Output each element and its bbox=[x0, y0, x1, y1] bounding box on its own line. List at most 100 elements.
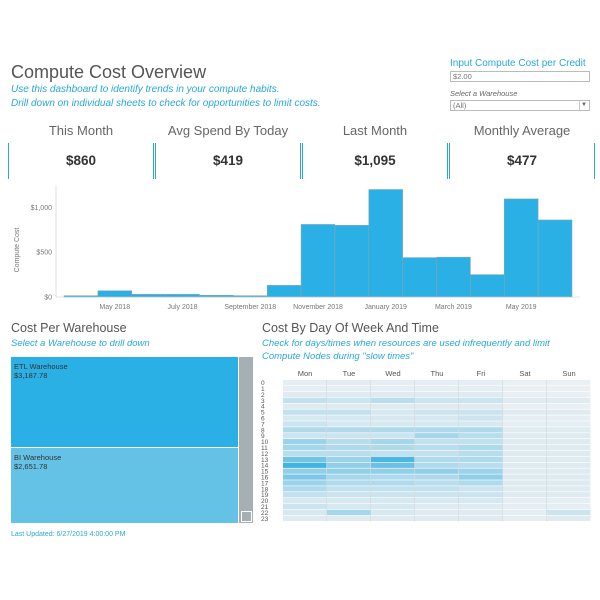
heatmap-cell[interactable] bbox=[371, 391, 415, 398]
heatmap-cell[interactable] bbox=[503, 480, 547, 486]
heatmap-cell[interactable] bbox=[547, 444, 591, 451]
heatmap-cell[interactable] bbox=[327, 433, 371, 439]
heatmap-cell[interactable] bbox=[283, 462, 327, 468]
heatmap-cell[interactable] bbox=[327, 486, 371, 492]
heatmap-cell[interactable] bbox=[415, 462, 459, 468]
chart-bar[interactable] bbox=[402, 257, 437, 298]
heatmap-cell[interactable] bbox=[459, 385, 503, 392]
heatmap-cell[interactable] bbox=[547, 380, 591, 386]
chart-bar[interactable] bbox=[504, 198, 539, 298]
heatmap-cell[interactable] bbox=[283, 403, 327, 409]
heatmap-cell[interactable] bbox=[503, 486, 547, 492]
heatmap-cell[interactable] bbox=[371, 444, 415, 451]
heatmap-cell[interactable] bbox=[503, 421, 547, 427]
heatmap-cell[interactable] bbox=[283, 468, 327, 474]
heatmap-cell[interactable] bbox=[415, 415, 459, 421]
heatmap-cell[interactable] bbox=[371, 433, 415, 439]
heatmap-cell[interactable] bbox=[327, 385, 371, 392]
heatmap-cell[interactable] bbox=[371, 385, 415, 392]
heatmap-cell[interactable] bbox=[415, 503, 459, 510]
heatmap-cell[interactable] bbox=[459, 380, 503, 386]
heatmap-cell[interactable] bbox=[371, 380, 415, 386]
heatmap-cell[interactable] bbox=[327, 427, 371, 433]
heatmap-cell[interactable] bbox=[415, 391, 459, 398]
heatmap-cell[interactable] bbox=[415, 421, 459, 427]
heatmap-cell[interactable] bbox=[503, 515, 547, 521]
chart-bar[interactable] bbox=[436, 256, 471, 298]
heatmap-cell[interactable] bbox=[503, 397, 547, 403]
heatmap-cell[interactable] bbox=[503, 462, 547, 468]
heatmap-cell[interactable] bbox=[283, 385, 327, 392]
heatmap-cell[interactable] bbox=[371, 456, 415, 462]
heatmap-cell[interactable] bbox=[547, 486, 591, 492]
heatmap-cell[interactable] bbox=[283, 509, 327, 516]
heatmap-cell[interactable] bbox=[327, 403, 371, 409]
chart-bar[interactable] bbox=[165, 294, 200, 298]
heatmap-cell[interactable] bbox=[503, 444, 547, 451]
heatmap-cell[interactable] bbox=[459, 427, 503, 433]
heatmap-cell[interactable] bbox=[459, 439, 503, 445]
heatmap-cell[interactable] bbox=[283, 439, 327, 445]
heatmap-cell[interactable] bbox=[327, 380, 371, 386]
heatmap-cell[interactable] bbox=[415, 515, 459, 521]
heatmap-cell[interactable] bbox=[371, 492, 415, 498]
heatmap-cell[interactable] bbox=[459, 456, 503, 462]
heatmap-cell[interactable] bbox=[327, 391, 371, 398]
heatmap-cell[interactable] bbox=[283, 503, 327, 510]
heatmap-cell[interactable] bbox=[371, 474, 415, 480]
heatmap-cell[interactable] bbox=[371, 427, 415, 433]
heatmap-cell[interactable] bbox=[283, 427, 327, 433]
monthly-cost-chart[interactable]: Compute Cost $1,000 $500 $0 May 2018 July 2… bbox=[8, 185, 592, 315]
heatmap-cell[interactable] bbox=[415, 380, 459, 386]
heatmap-cell[interactable] bbox=[327, 456, 371, 462]
heatmap-cell[interactable] bbox=[547, 474, 591, 480]
heatmap-cell[interactable] bbox=[459, 515, 503, 521]
heatmap-cell[interactable] bbox=[459, 403, 503, 409]
heatmap-cell[interactable] bbox=[415, 403, 459, 409]
heatmap-cell[interactable] bbox=[327, 462, 371, 468]
heatmap-cell[interactable] bbox=[283, 415, 327, 421]
heatmap-cell[interactable] bbox=[503, 409, 547, 415]
kpi-card-this-month[interactable]: $860 bbox=[8, 143, 154, 179]
heatmap-cell[interactable] bbox=[327, 480, 371, 486]
heatmap-cell[interactable] bbox=[283, 498, 327, 504]
heatmap-cell[interactable] bbox=[371, 439, 415, 445]
heatmap-cell[interactable] bbox=[459, 415, 503, 421]
chevron-down-icon[interactable]: ▼ bbox=[579, 101, 588, 110]
heatmap-cell[interactable] bbox=[459, 480, 503, 486]
heatmap-cell[interactable] bbox=[459, 498, 503, 504]
heatmap-cell[interactable] bbox=[503, 474, 547, 480]
heatmap-cell[interactable] bbox=[547, 498, 591, 504]
heatmap-cell[interactable] bbox=[415, 468, 459, 474]
heatmap-cell[interactable] bbox=[327, 421, 371, 427]
heatmap-cell[interactable] bbox=[415, 397, 459, 403]
cost-per-credit-input[interactable]: $2.00 bbox=[450, 71, 590, 82]
heatmap-cell[interactable] bbox=[459, 503, 503, 510]
heatmap-cell[interactable] bbox=[283, 409, 327, 415]
heatmap-cell[interactable] bbox=[415, 498, 459, 504]
heatmap-cell[interactable] bbox=[415, 433, 459, 439]
heatmap-cell[interactable] bbox=[547, 468, 591, 474]
heatmap-cell[interactable] bbox=[503, 509, 547, 516]
heatmap-cell[interactable] bbox=[547, 480, 591, 486]
heatmap-cell[interactable] bbox=[459, 433, 503, 439]
heatmap-cell[interactable] bbox=[415, 492, 459, 498]
chart-bar[interactable] bbox=[131, 294, 166, 298]
heatmap-cell[interactable] bbox=[503, 492, 547, 498]
heatmap-cell[interactable] bbox=[283, 444, 327, 451]
heatmap-cell[interactable] bbox=[503, 391, 547, 398]
heatmap-cell[interactable] bbox=[371, 415, 415, 421]
heatmap-cell[interactable] bbox=[459, 462, 503, 468]
heatmap-cell[interactable] bbox=[547, 427, 591, 433]
heatmap-cell[interactable] bbox=[459, 444, 503, 451]
heatmap-cell[interactable] bbox=[327, 415, 371, 421]
heatmap-cell[interactable] bbox=[415, 427, 459, 433]
heatmap-cell[interactable] bbox=[371, 515, 415, 521]
heatmap-cell[interactable] bbox=[327, 498, 371, 504]
heatmap-cell[interactable] bbox=[371, 421, 415, 427]
heatmap-cell[interactable] bbox=[283, 397, 327, 403]
heatmap-cell[interactable] bbox=[415, 474, 459, 480]
heatmap-cell[interactable] bbox=[283, 474, 327, 480]
chart-bar[interactable] bbox=[470, 274, 505, 298]
heatmap-cell[interactable] bbox=[503, 385, 547, 392]
